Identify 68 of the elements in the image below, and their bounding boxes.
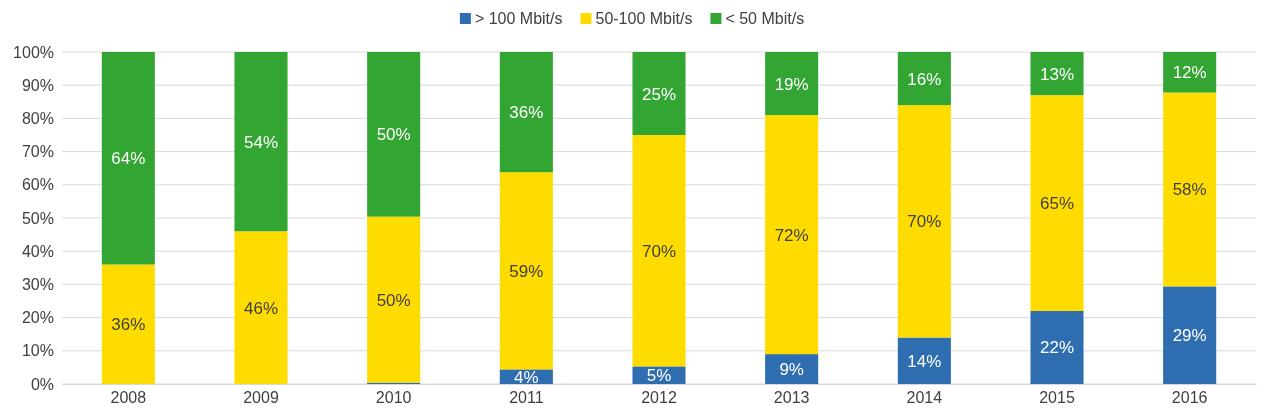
- x-tick-label: 2009: [243, 389, 279, 407]
- y-tick-label: 50%: [21, 209, 54, 227]
- y-tick-label: 30%: [21, 276, 54, 294]
- y-tick-label: 90%: [21, 76, 54, 94]
- bar: [897, 105, 951, 338]
- bar: [1030, 310, 1084, 384]
- data-label: 50%: [376, 290, 411, 310]
- data-label: 46%: [243, 298, 279, 318]
- data-label: 5%: [646, 366, 672, 386]
- x-tick-label: 2008: [110, 389, 147, 407]
- x-tick-label: 2016: [1171, 389, 1208, 407]
- data-label: 72%: [774, 225, 809, 245]
- data-label: 29%: [1172, 326, 1207, 346]
- data-label: 16%: [907, 69, 942, 89]
- y-tick-label: 10%: [21, 342, 54, 360]
- bar: [897, 52, 951, 106]
- legend-label: > 100 Mbit/s: [474, 10, 563, 27]
- bar: [499, 172, 553, 370]
- x-tick-label: 2011: [509, 389, 544, 407]
- data-label: 13%: [1039, 64, 1075, 84]
- bar: [367, 216, 421, 383]
- data-label: 59%: [509, 261, 544, 281]
- data-label: 4%: [514, 367, 539, 387]
- data-label: 25%: [641, 84, 677, 104]
- data-label: 36%: [111, 315, 146, 335]
- bar: [1030, 52, 1084, 96]
- x-tick-label: 2014: [906, 389, 943, 407]
- data-label: 64%: [111, 149, 146, 169]
- legend-label: 50-100 Mbit/s: [595, 10, 693, 27]
- bar: [367, 52, 421, 217]
- bar: [632, 135, 686, 367]
- x-tick-label: 2010: [375, 389, 412, 407]
- bar: [234, 231, 288, 384]
- y-tick-label: 40%: [21, 242, 54, 260]
- y-tick-label: 100%: [13, 43, 54, 61]
- bar: [499, 52, 553, 173]
- y-tick-label: 0%: [30, 375, 54, 393]
- y-tick-label: 20%: [21, 309, 54, 327]
- bar: [765, 115, 819, 355]
- bar: [1030, 95, 1084, 311]
- bar: [632, 52, 686, 135]
- data-label: 22%: [1039, 338, 1075, 358]
- y-tick-label: 80%: [21, 110, 54, 128]
- y-tick-label: 70%: [21, 143, 54, 161]
- legend-label: < 50 Mbit/s: [725, 10, 805, 27]
- x-tick-label: 2013: [773, 389, 810, 407]
- data-label: 54%: [243, 132, 279, 152]
- data-label: 19%: [774, 74, 809, 94]
- bar: [1163, 92, 1217, 287]
- data-label: 70%: [907, 212, 942, 232]
- data-label: 36%: [509, 103, 544, 123]
- bar: [1163, 52, 1217, 93]
- bar: [234, 52, 288, 232]
- bar: [101, 52, 155, 265]
- bar: [1163, 286, 1217, 384]
- data-label: 65%: [1039, 194, 1075, 214]
- data-label: 50%: [376, 125, 411, 145]
- x-tick-label: 2012: [641, 389, 677, 407]
- data-label: 12%: [1172, 63, 1207, 83]
- y-tick-label: 60%: [21, 176, 54, 194]
- x-tick-label: 2015: [1039, 389, 1075, 407]
- bar: [765, 52, 819, 116]
- data-label: 58%: [1172, 180, 1207, 200]
- data-label: 9%: [779, 360, 804, 380]
- bar: [101, 264, 155, 384]
- bar: [897, 337, 951, 384]
- data-label: 70%: [641, 241, 677, 261]
- data-label: 14%: [907, 351, 942, 371]
